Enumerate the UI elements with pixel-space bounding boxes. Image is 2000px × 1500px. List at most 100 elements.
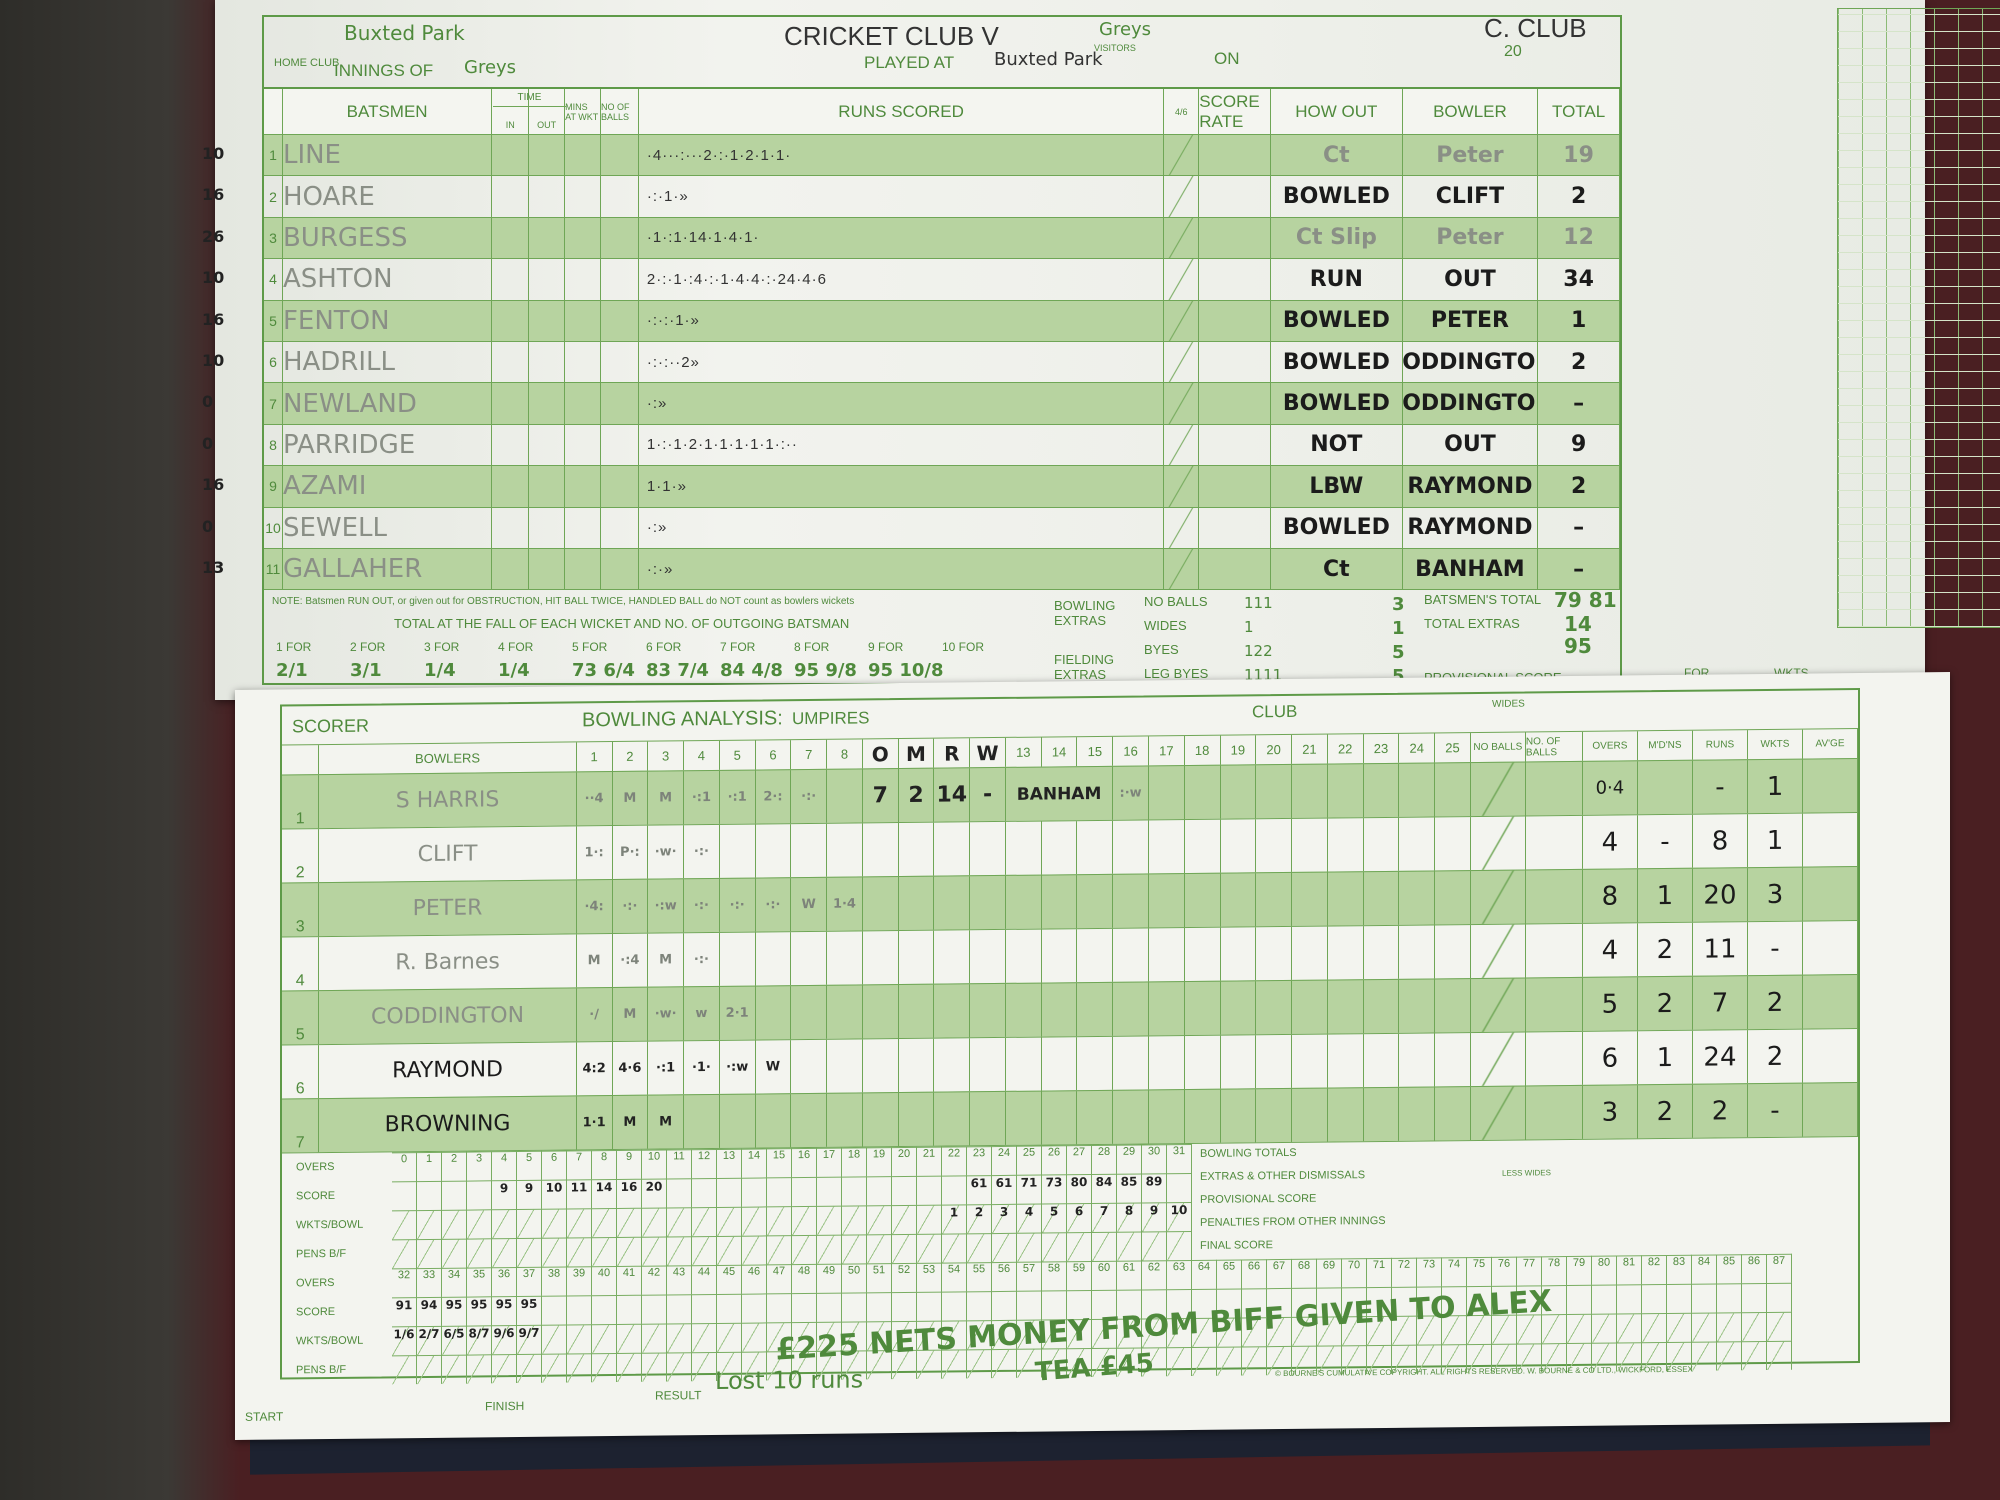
header-cell: NO OF BALLS (601, 89, 639, 134)
over-cell (970, 983, 1006, 1038)
progress-row-label: WKTS/BOWL (296, 1218, 364, 1232)
progress-cell (967, 1291, 992, 1321)
progress-cell: 32 (392, 1268, 417, 1298)
progress-cell: 8/7 (467, 1325, 492, 1355)
progress-cell: 95 (492, 1296, 517, 1326)
batsman-number: 7 (264, 383, 283, 424)
progress-cell (567, 1237, 592, 1267)
progress-cell (467, 1238, 492, 1268)
over-cell: ·/ (576, 988, 613, 1042)
progress-cell: 84 (1692, 1254, 1717, 1284)
over-cell (898, 930, 935, 985)
progress-cell: 4 (492, 1151, 517, 1181)
balls-faced (601, 135, 639, 176)
progress-cell: 84 (1092, 1173, 1117, 1204)
fall-label: 4 FOR (498, 640, 534, 654)
over-cell (1435, 871, 1471, 925)
progress-cell (867, 1234, 892, 1264)
bowler-summary: 8 (1692, 814, 1748, 868)
progress-cell (1167, 1230, 1192, 1261)
progress-cell: 68 (1292, 1258, 1317, 1288)
progress-cell: 83 (1667, 1254, 1692, 1285)
visitors-label: VISITORS (1094, 43, 1136, 53)
time-out (529, 217, 566, 259)
progress-cell: 54 (942, 1262, 967, 1292)
mins-at-wicket (565, 259, 601, 300)
batsman-number: 6 (264, 342, 283, 383)
progress-cell: 31 (1167, 1143, 1192, 1174)
over-cell: 1·1 (576, 1096, 613, 1150)
wides-cell (1470, 816, 1526, 871)
mins-at-wicket (565, 176, 601, 217)
progress-cell: 46 (742, 1264, 767, 1294)
score-rate (1199, 342, 1272, 383)
bowler-name: S HARRIS (319, 772, 577, 829)
wides-header: WIDES (1492, 698, 1525, 710)
bowling-extras-label: BOWLING EXTRAS (1054, 598, 1116, 628)
over-cell: :·w (1113, 766, 1149, 820)
over-cell: ·1· (684, 1040, 720, 1095)
progress-cell: 80 (1592, 1255, 1617, 1285)
over-cell (862, 877, 899, 931)
progress-cell (892, 1204, 917, 1235)
score-rate (1199, 549, 1272, 590)
progress-cell (767, 1235, 792, 1265)
batsman-name: HOARE (283, 176, 493, 217)
bowler-name: CLIFT (319, 826, 577, 883)
progress-cell (1667, 1283, 1692, 1314)
how-out: Ct (1271, 549, 1403, 590)
progress-cell: 3 (467, 1151, 492, 1181)
over-cell (970, 875, 1006, 930)
time-out (529, 135, 566, 176)
header-cell: RUNS SCORED (638, 89, 1165, 134)
bowler-number: 6 (282, 1045, 320, 1099)
progress-row-label: SCORE (296, 1305, 336, 1319)
progress-cell (892, 1291, 917, 1322)
how-out: RUN (1271, 259, 1403, 300)
progress-cell: 9 (1142, 1202, 1167, 1232)
cumulative-run-tally (1837, 8, 2000, 628)
over-cell: - (970, 767, 1006, 822)
header-cell: TOTAL (1538, 89, 1620, 134)
progress-cell: 94 (417, 1296, 442, 1327)
progress-cell: 89 (1142, 1173, 1167, 1203)
over-cell (1292, 764, 1328, 818)
batsman-side-mark: 13 (202, 558, 225, 577)
batsman-row: 1 LINE ·4···:···2·:·1·2·1·1· Ct Peter 19 (264, 134, 1620, 176)
progress-cell (667, 1294, 692, 1324)
time-out (529, 466, 566, 507)
progress-cell: 59 (1067, 1261, 1092, 1291)
over-number: 5 (719, 740, 756, 770)
progress-cell: 9/7 (517, 1324, 542, 1355)
progress-cell (717, 1206, 742, 1236)
extras-label: LEG BYES (1144, 666, 1209, 681)
over-number: 18 (1184, 735, 1221, 766)
over-cell (1327, 818, 1364, 872)
over-cell (1148, 874, 1185, 928)
progress-cell: 50 (842, 1263, 867, 1293)
bowler: Peter (1403, 217, 1539, 259)
runs-scored: ·:» (639, 383, 1165, 424)
progress-cell (642, 1207, 667, 1237)
over-cell (684, 1094, 720, 1149)
batsman-name: BURGESS (283, 217, 493, 259)
note-text: NOTE: Batsmen RUN OUT, or given out for … (272, 596, 855, 607)
progress-cell (917, 1204, 942, 1234)
header-cell: 4/6 (1164, 89, 1200, 134)
extras-value: 3 (1392, 594, 1405, 615)
over-cell (1184, 765, 1221, 820)
over-cell (719, 1094, 756, 1148)
progress-cell: 37 (517, 1266, 542, 1297)
totals-label: EXTRAS & OTHER DISMISSALS (1200, 1169, 1366, 1183)
progress-cell (1192, 1346, 1217, 1376)
progress-cell: 35 (467, 1267, 492, 1297)
progress-cell (567, 1208, 592, 1238)
bowler-summary (1803, 975, 1859, 1029)
over-cell (970, 821, 1006, 876)
progress-cell (1742, 1311, 1767, 1342)
innings-of-label: INNINGS OF (334, 61, 434, 80)
time-out (529, 342, 566, 383)
over-cell (862, 823, 899, 877)
over-cell (1148, 766, 1185, 820)
over-cell (862, 1093, 899, 1147)
